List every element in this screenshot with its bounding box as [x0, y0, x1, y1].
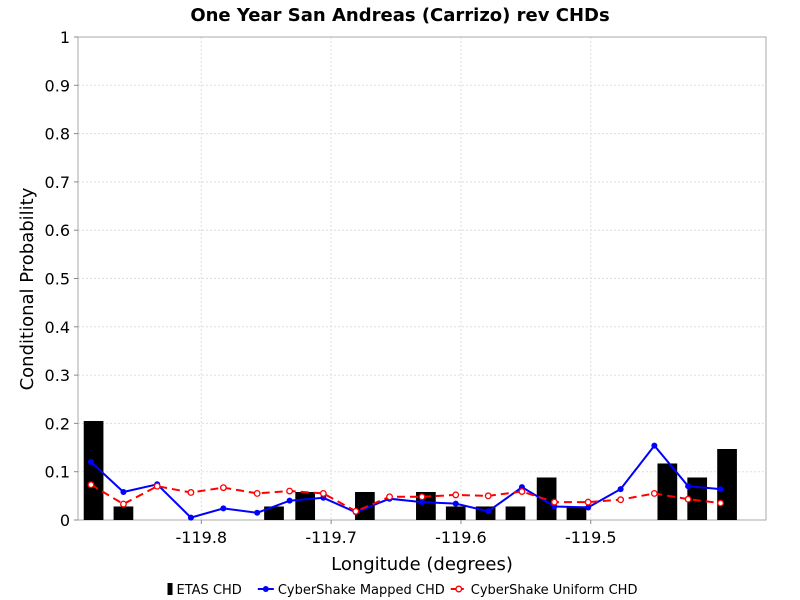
etas-bar: [536, 477, 557, 520]
cybershake-uniform-chd-point: [352, 507, 360, 515]
etas-bar: [717, 448, 737, 520]
legend-marker-cybershake-mapped-chd: [262, 586, 269, 592]
x-tick-label: -119.7: [305, 528, 357, 547]
cybershake-mapped-chd-line: [90, 444, 721, 519]
cybershake-uniform-chd-point: [219, 484, 227, 492]
etas-bar: [657, 463, 678, 520]
cybershake-mapped-chd-point: [87, 459, 94, 466]
cybershake-uniform-chd-point: [418, 493, 426, 501]
cybershake-uniform-chd-point: [153, 482, 161, 490]
etas-bar: [264, 506, 284, 520]
etas-bars: [83, 420, 737, 520]
cybershake-mapped-chd-point: [187, 514, 194, 521]
cybershake-mapped-chd-point: [717, 486, 724, 493]
etas-bar: [295, 491, 316, 520]
cybershake-mapped-chd-point: [120, 488, 127, 495]
y-tick-label: 0.2: [45, 414, 70, 433]
cybershake-uniform-chd-point: [717, 499, 725, 507]
etas-bar: [113, 506, 134, 520]
etas-bar: [83, 420, 104, 520]
cybershake-uniform-chd-point: [650, 489, 658, 497]
y-tick-label: 0.7: [45, 173, 70, 192]
cybershake-uniform-chd-point: [187, 489, 195, 496]
cybershake-uniform-chd-point: [452, 491, 460, 499]
y-tick-label: 0.9: [45, 76, 70, 95]
y-tick-label: 1: [60, 28, 70, 47]
cybershake-uniform-chd-point: [386, 493, 393, 501]
cybershake-mapped-chd-point: [254, 509, 261, 516]
etas-bar: [445, 506, 466, 520]
y-tick-label: 0: [60, 511, 70, 530]
legend-label: ETAS CHD: [177, 583, 242, 598]
legend-marker-cybershake-uniform-chd: [455, 585, 463, 593]
etas-bar: [355, 491, 375, 520]
x-tick-label: -119.8: [176, 528, 228, 547]
cybershake-uniform-chd-point: [319, 489, 327, 497]
x-tick-label: -119.6: [435, 528, 487, 547]
cybershake-mapped-chd-point: [651, 442, 658, 449]
cybershake-uniform-chd-point: [253, 489, 261, 497]
grid: [78, 37, 766, 520]
series-lines: [87, 442, 725, 521]
cybershake-uniform-chd-point: [87, 481, 95, 489]
y-tick-label: 0.3: [45, 366, 70, 385]
cybershake-uniform-chd-line: [90, 483, 721, 513]
cybershake-uniform-chd-point: [518, 488, 526, 495]
cybershake-mapped-chd-point: [286, 497, 293, 504]
etas-bar: [505, 506, 526, 520]
legend-label: CyberShake Uniform CHD: [471, 583, 638, 598]
cybershake-mapped-chd-point: [419, 499, 425, 506]
cybershake-uniform-chd-point: [617, 496, 625, 504]
cybershake-uniform-chd-point: [119, 500, 127, 508]
y-tick-label: 0.6: [45, 221, 70, 240]
cybershake-uniform-chd-point: [584, 498, 592, 506]
cybershake-mapped-chd-point: [220, 505, 227, 512]
legend-item: ETAS CHD: [167, 583, 242, 598]
legend-item: CyberShake Mapped CHD: [257, 583, 445, 598]
cybershake-mapped-chd-point: [617, 486, 624, 493]
y-tick-label: 0.4: [45, 318, 70, 337]
legend-label: CyberShake Mapped CHD: [278, 583, 445, 598]
x-tick-label: -119.5: [565, 528, 617, 547]
cybershake-mapped-chd-point: [685, 483, 692, 490]
cybershake-uniform-chd-point: [484, 492, 492, 500]
chart-title: One Year San Andreas (Carrizo) rev CHDs: [190, 5, 609, 26]
cybershake-mapped-chd-point: [585, 504, 592, 511]
y-tick-label: 0.5: [45, 270, 70, 289]
axis-ticks: 0 0.1 0.2 0.3 0.4 0.5 0.6 0.7 0.8 0.9 1 -119.8 -119.…: [45, 28, 617, 547]
legend-swatch-etas-chd: [167, 583, 173, 595]
x-axis-label: Longitude (degrees): [331, 554, 513, 575]
etas-bar: [566, 506, 587, 520]
cybershake-uniform-chd-point: [684, 495, 692, 503]
y-tick-label: 0.1: [45, 463, 70, 482]
y-tick-label: 0.8: [45, 125, 70, 144]
cybershake-uniform-chd-point: [286, 487, 294, 495]
legend: ETAS CHD CyberShake Mapped CHD CyberShake …: [167, 583, 638, 598]
y-axis-label: Conditional Probability: [17, 187, 38, 390]
cybershake-uniform-chd-point: [550, 498, 558, 506]
legend-item: CyberShake Uniform CHD: [450, 583, 638, 598]
cybershake-mapped-chd-point: [485, 508, 492, 515]
cybershake-mapped-chd-point: [452, 500, 459, 507]
